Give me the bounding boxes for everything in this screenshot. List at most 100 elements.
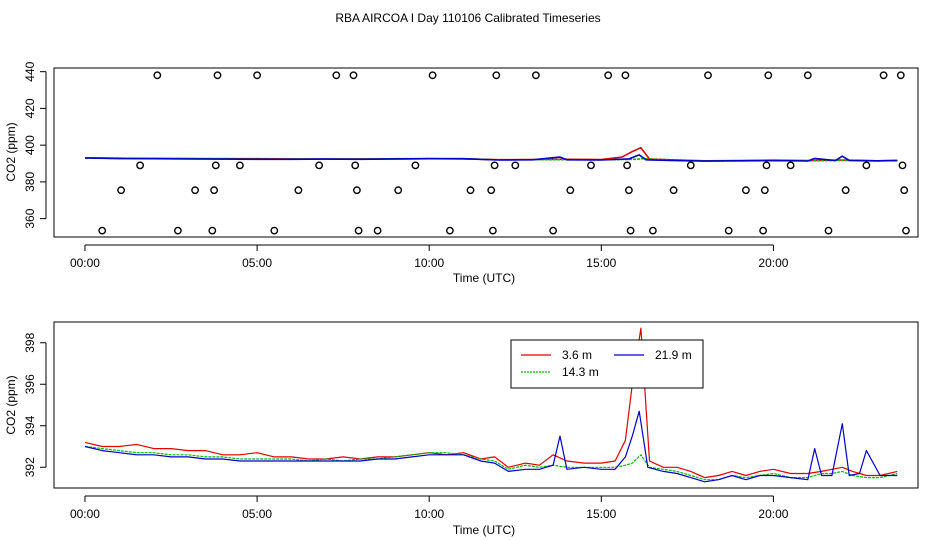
calibration-point — [786, 161, 795, 170]
x-tick-label: 10:00 — [414, 507, 444, 521]
calibration-point — [803, 71, 812, 80]
calibration-point — [349, 71, 358, 80]
calibration-point — [294, 186, 303, 195]
calibration-point — [270, 226, 279, 235]
calibration-point — [759, 226, 767, 235]
top-y-axis-label: CO2 (ppm) — [4, 122, 18, 181]
calibration-point — [704, 71, 712, 80]
calibration-point — [764, 71, 773, 80]
x-tick-label: 20:00 — [758, 256, 788, 270]
calibration-point — [213, 71, 222, 80]
calibration-point — [900, 186, 909, 195]
legend-label-21-9m: 21.9 m — [655, 348, 692, 362]
calibration-point — [208, 226, 217, 235]
calibration-point — [760, 186, 769, 195]
calibration-point — [445, 226, 454, 235]
calibration-point — [902, 226, 910, 235]
calibration-point — [626, 226, 635, 235]
y-tick-label: 396 — [23, 374, 37, 394]
top-series-lines — [84, 146, 898, 162]
top-plot-frame — [53, 67, 919, 238]
calibration-point — [649, 226, 657, 235]
calibration-point — [351, 161, 360, 170]
figure-title: RBA AIRCOA I Day 110106 Calibrated Times… — [335, 11, 600, 25]
calibration-point — [604, 71, 613, 80]
bottom-series-lines — [84, 327, 898, 483]
calibration-point — [896, 71, 905, 80]
calibration-point — [136, 161, 145, 170]
calibration-point — [841, 186, 850, 195]
y-tick-label: 420 — [23, 98, 37, 118]
x-tick-label: 15:00 — [586, 507, 616, 521]
series-line-3-6-m — [84, 327, 898, 479]
calibration-point — [153, 71, 162, 80]
calibration-point — [492, 71, 501, 80]
calibration-point — [511, 161, 520, 170]
calibration-point — [686, 161, 695, 170]
top-panel: 00:00 05:00 10:00 15:00 20:00 360 380 400 420 44… — [4, 61, 919, 285]
top-y-axis: 360 380 400 420 440 — [23, 61, 47, 229]
bottom-panel: 00:00 05:00 10:00 15:00 20:00 392 394 396 398 T… — [4, 321, 919, 537]
calibration-point — [373, 226, 382, 235]
x-tick-label: 20:00 — [758, 507, 788, 521]
calibration-point — [566, 186, 575, 195]
calibration-point — [879, 71, 888, 80]
calibration-point — [724, 226, 733, 235]
calibration-point — [742, 186, 750, 195]
series-line-21-9-m — [84, 154, 898, 162]
bottom-x-axis: 00:00 05:00 10:00 15:00 20:00 — [70, 495, 789, 521]
calibration-point — [428, 71, 437, 80]
x-tick-label: 15:00 — [586, 256, 616, 270]
legend-label-3-6m: 3.6 m — [562, 348, 592, 362]
bottom-y-axis: 392 394 396 398 — [23, 332, 47, 477]
calibration-point — [315, 161, 323, 170]
calibration-point — [532, 71, 540, 80]
calibration-point — [488, 226, 497, 235]
calibration-point — [253, 71, 262, 80]
calibration-point — [191, 186, 200, 195]
x-tick-label: 10:00 — [414, 256, 444, 270]
x-tick-label: 05:00 — [242, 507, 272, 521]
calibration-point — [354, 226, 363, 235]
bottom-x-axis-label: Time (UTC) — [453, 523, 515, 537]
calibration-point — [98, 226, 107, 235]
calibration-point — [490, 161, 499, 170]
calibration-point — [549, 226, 557, 235]
calibration-point — [466, 186, 475, 195]
top-x-axis-label: Time (UTC) — [453, 271, 515, 285]
calibration-point — [394, 186, 403, 195]
legend: 3.6 m 21.9 m 14.3 m — [510, 339, 704, 389]
calibration-point — [862, 161, 871, 170]
y-tick-label: 392 — [23, 457, 37, 477]
calibration-point — [210, 186, 219, 195]
top-calibration-points — [98, 71, 910, 235]
y-tick-label: 394 — [23, 415, 37, 435]
calibration-point — [621, 71, 630, 80]
legend-label-14-3m: 14.3 m — [562, 365, 599, 379]
calibration-point — [332, 71, 341, 80]
calibration-point — [824, 226, 833, 235]
calibration-point — [235, 161, 244, 170]
y-tick-label: 360 — [23, 208, 37, 228]
y-tick-label: 440 — [23, 61, 37, 81]
calibration-point — [117, 186, 126, 195]
calibration-point — [411, 161, 420, 170]
calibration-point — [762, 161, 771, 170]
calibration-point — [587, 161, 595, 170]
calibration-point — [669, 186, 678, 195]
top-x-axis: 00:00 05:00 10:00 15:00 20:00 — [70, 244, 789, 270]
calibration-point — [625, 186, 633, 195]
x-tick-label: 05:00 — [242, 256, 272, 270]
calibration-point — [211, 161, 220, 170]
y-tick-label: 400 — [23, 135, 37, 155]
calibration-point — [623, 161, 631, 170]
calibration-point — [173, 226, 182, 235]
calibration-point — [898, 161, 907, 170]
x-tick-label: 00:00 — [70, 256, 100, 270]
bottom-plot-frame — [53, 321, 919, 489]
calibration-point — [487, 186, 496, 195]
bottom-y-axis-label: CO2 (ppm) — [4, 375, 18, 434]
x-tick-label: 00:00 — [70, 507, 100, 521]
legend-box — [510, 339, 704, 389]
